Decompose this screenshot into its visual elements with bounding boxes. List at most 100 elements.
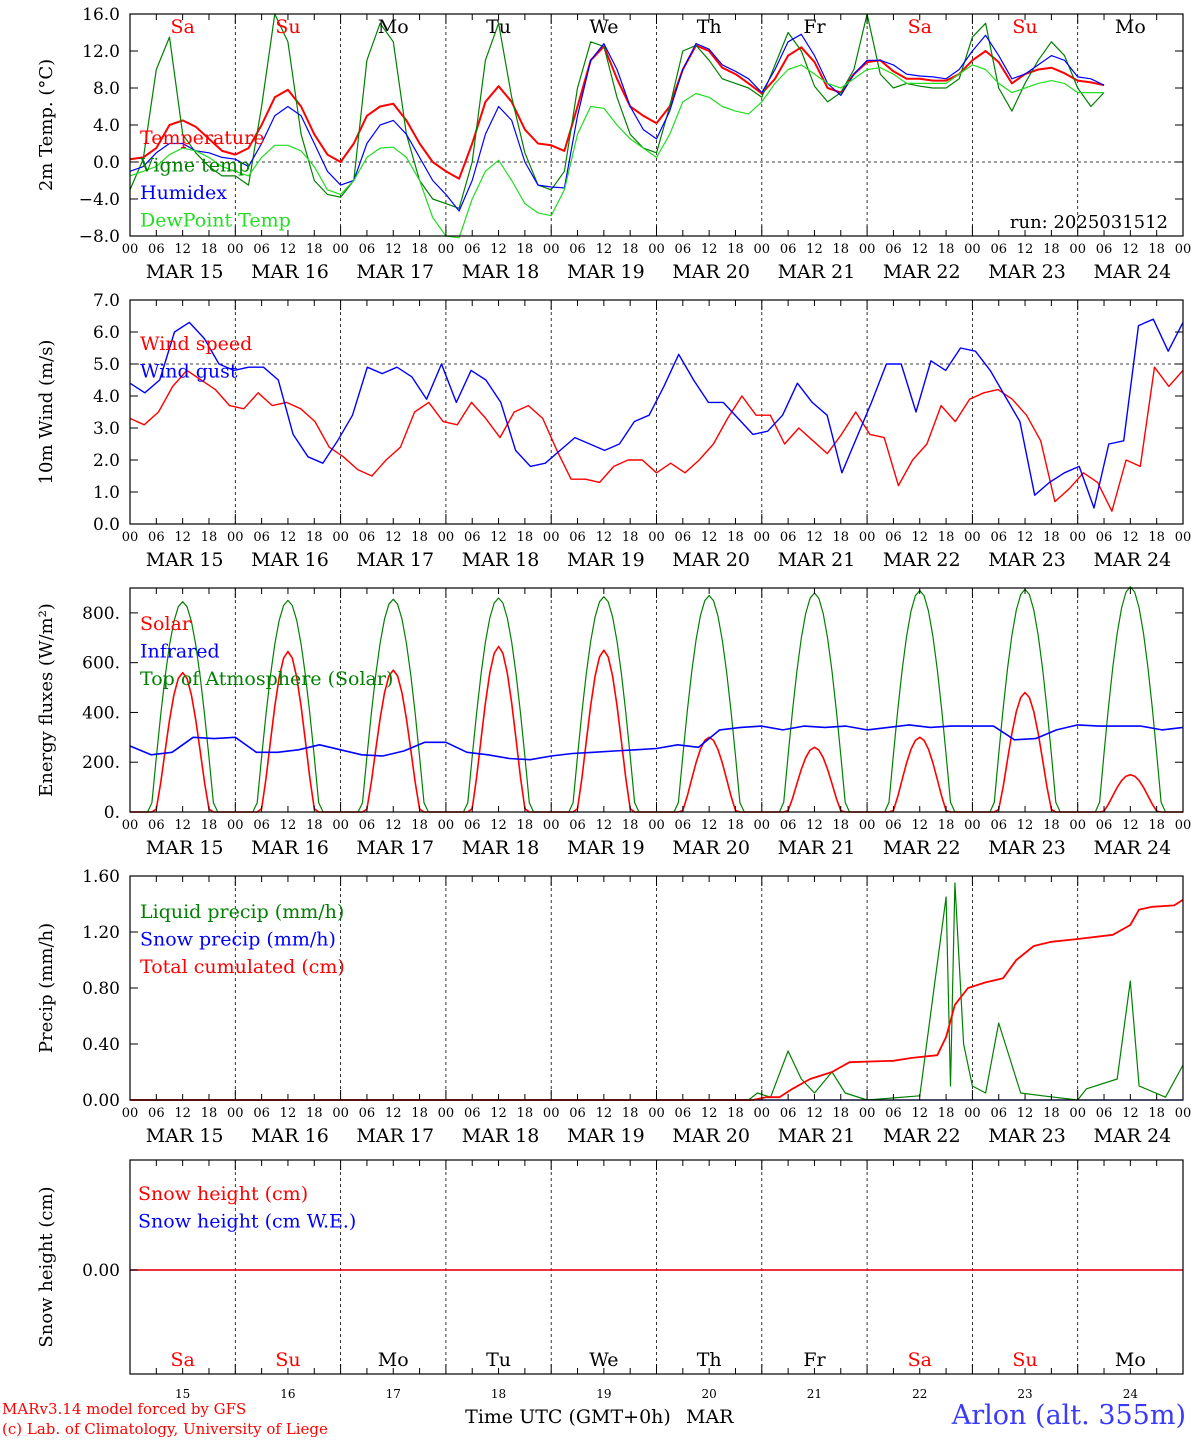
y-axis-label: Energy fluxes (W/m²) xyxy=(36,603,57,797)
legend-entry: Infrared xyxy=(140,641,220,663)
hour-tick-label: 00 xyxy=(1175,1106,1192,1121)
weekday-label: Th xyxy=(697,1349,722,1371)
hour-tick-label: 18 xyxy=(411,818,428,833)
hour-tick-label: 12 xyxy=(490,1106,507,1121)
series-line-liquid-precip-mm-h- xyxy=(130,882,1184,1101)
weekday-label: Su xyxy=(275,1349,300,1371)
hour-tick-label: 12 xyxy=(806,242,823,257)
hour-tick-label: 12 xyxy=(385,818,402,833)
hour-tick-label: 06 xyxy=(885,242,902,257)
hour-tick-label: 06 xyxy=(464,1106,481,1121)
legend-entry: Wind speed xyxy=(140,333,252,355)
panel-frame xyxy=(129,587,1184,813)
hour-tick-label: 06 xyxy=(359,1106,376,1121)
hour-tick-label: 18 xyxy=(517,242,534,257)
hour-tick-label: 00 xyxy=(1175,818,1192,833)
hour-tick-label: 12 xyxy=(1122,1106,1139,1121)
hour-tick-label: 12 xyxy=(701,530,718,545)
day-label: MAR 21 xyxy=(778,549,856,571)
day-label: MAR 21 xyxy=(778,1125,856,1147)
hour-tick-label: 18 xyxy=(201,242,218,257)
series-line-dewpoint-temp xyxy=(129,64,1104,239)
day-label: MAR 19 xyxy=(567,837,645,859)
hour-tick-label: 00 xyxy=(332,818,349,833)
hour-tick-label: 12 xyxy=(596,1106,613,1121)
legend-entry: Liquid precip (mm/h) xyxy=(140,901,344,923)
hour-tick-label: 00 xyxy=(1069,530,1086,545)
hour-tick-label: 00 xyxy=(648,530,665,545)
hour-tick-label: 00 xyxy=(1175,242,1192,257)
day-label: MAR 17 xyxy=(356,837,434,859)
hour-tick-label: 12 xyxy=(596,242,613,257)
hour-tick-label: 06 xyxy=(885,1106,902,1121)
hour-tick-label: 18 xyxy=(727,242,744,257)
legend-entry: Humidex xyxy=(140,182,227,204)
hour-tick-label: 00 xyxy=(859,242,876,257)
day-label: MAR 22 xyxy=(883,1125,961,1147)
hour-tick-label: 12 xyxy=(280,1106,297,1121)
hour-tick-label: 06 xyxy=(1096,818,1113,833)
hour-tick-label: 18 xyxy=(833,530,850,545)
day-label: MAR 17 xyxy=(356,261,434,283)
day-number-label: 22 xyxy=(912,1387,927,1401)
text-layer: 2m Temp. (°C) Temperature Vigne temp Humide… xyxy=(36,5,1191,1428)
hour-tick-label: 06 xyxy=(990,1106,1007,1121)
day-label: MAR 23 xyxy=(988,1125,1066,1147)
day-number-label: 16 xyxy=(280,1387,295,1401)
y-tick-label: 0.80 xyxy=(82,979,120,999)
weekday-label: Sa xyxy=(170,1349,194,1371)
day-label: MAR 19 xyxy=(567,261,645,283)
hour-tick-label: 00 xyxy=(859,530,876,545)
day-label: MAR 20 xyxy=(672,1125,750,1147)
day-label: MAR 16 xyxy=(251,261,329,283)
day-number-label: 18 xyxy=(491,1387,506,1401)
hour-tick-label: 00 xyxy=(438,1106,455,1121)
panel-frame xyxy=(129,299,1184,525)
hour-tick-label: 00 xyxy=(438,242,455,257)
y-axis-label: Snow height (cm) xyxy=(36,1186,57,1347)
hour-tick-label: 00 xyxy=(438,818,455,833)
hour-tick-label: 06 xyxy=(359,530,376,545)
hour-tick-label: 18 xyxy=(1043,530,1060,545)
hour-tick-label: 00 xyxy=(332,530,349,545)
hour-tick-label: 06 xyxy=(148,242,165,257)
y-tick-label: −4.0 xyxy=(79,190,120,210)
station-label: Arlon (alt. 355m) xyxy=(951,1400,1186,1431)
y-tick-label: 16.0 xyxy=(82,5,120,25)
day-label: MAR 15 xyxy=(146,837,224,859)
hour-tick-label: 00 xyxy=(859,818,876,833)
weekday-label: Sa xyxy=(908,16,932,38)
month-label: MAR xyxy=(686,1406,734,1428)
y-axis-label: Precip (mm/h) xyxy=(36,923,57,1053)
hour-tick-label: 06 xyxy=(885,818,902,833)
hour-tick-label: 12 xyxy=(385,1106,402,1121)
hour-tick-label: 18 xyxy=(833,242,850,257)
hour-tick-label: 18 xyxy=(1043,242,1060,257)
hour-tick-label: 06 xyxy=(675,530,692,545)
weekday-label: Su xyxy=(1012,1349,1037,1371)
hour-tick-label: 18 xyxy=(411,530,428,545)
day-number-label: 19 xyxy=(596,1387,611,1401)
hour-tick-label: 18 xyxy=(1043,818,1060,833)
hour-tick-label: 00 xyxy=(543,818,560,833)
hour-tick-label: 00 xyxy=(543,1106,560,1121)
y-tick-label: 3.0 xyxy=(93,419,120,439)
hour-tick-label: 12 xyxy=(280,818,297,833)
hour-tick-label: 06 xyxy=(569,242,586,257)
model-credit: MARv3.14 model forced by GFS xyxy=(2,1400,247,1418)
legend-entry: DewPoint Temp xyxy=(140,210,291,232)
day-label: MAR 16 xyxy=(251,549,329,571)
y-tick-label: 1.20 xyxy=(82,923,120,943)
day-label: MAR 23 xyxy=(988,837,1066,859)
hour-tick-label: 00 xyxy=(754,818,771,833)
day-label: MAR 18 xyxy=(462,837,540,859)
day-label: MAR 18 xyxy=(462,261,540,283)
hour-tick-label: 12 xyxy=(1122,818,1139,833)
day-label: MAR 24 xyxy=(1093,261,1171,283)
hour-tick-label: 00 xyxy=(332,1106,349,1121)
weekday-label: Mo xyxy=(378,1349,409,1371)
hour-tick-label: 18 xyxy=(201,1106,218,1121)
hour-tick-label: 06 xyxy=(780,530,797,545)
hour-tick-label: 06 xyxy=(253,242,270,257)
